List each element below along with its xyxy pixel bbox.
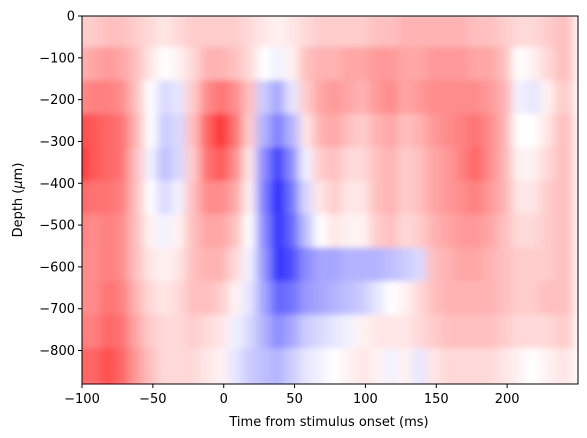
x-axis-label: Time from stimulus onset (ms) xyxy=(228,415,428,430)
heatmap-cell xyxy=(553,113,574,153)
x-tick-label: 150 xyxy=(424,392,449,407)
y-axis-label-prefix: Depth ( xyxy=(11,189,26,238)
y-axis-label: Depth (μm) xyxy=(11,163,26,238)
y-axis-label-unit: μ xyxy=(11,180,26,189)
heatmap-cell xyxy=(553,247,574,287)
x-tick-label: 100 xyxy=(353,392,378,407)
y-tick-label: −600 xyxy=(39,260,75,275)
heatmap-cell xyxy=(553,348,574,384)
y-axis: 0 −100 −200 −300 −400 −500 −600 −700 −800 xyxy=(39,10,82,359)
x-tick-label: −100 xyxy=(64,392,100,407)
heatmap-cell xyxy=(553,16,574,52)
y-tick-label: −300 xyxy=(39,135,75,150)
plot-frame xyxy=(81,15,579,385)
heatmap-cell xyxy=(553,281,574,320)
x-tick-label: 200 xyxy=(495,392,520,407)
heatmap-cell xyxy=(553,180,574,220)
heatmap-cell xyxy=(553,314,574,354)
y-tick-label: 0 xyxy=(67,10,75,25)
y-tick-label: −800 xyxy=(39,344,75,359)
x-tick-label: −50 xyxy=(139,392,166,407)
y-tick-label: −200 xyxy=(39,93,75,108)
y-tick-label: −100 xyxy=(39,51,75,66)
heatmap-cell xyxy=(553,46,574,86)
x-axis: −100 −50 0 50 100 150 200 xyxy=(64,384,520,407)
heatmap-cell xyxy=(553,80,574,119)
y-tick-label: −400 xyxy=(39,177,75,192)
y-tick-label: −500 xyxy=(39,219,75,234)
x-tick-label: 0 xyxy=(220,392,228,407)
heatmap-cell xyxy=(553,214,574,253)
y-axis-label-suffix: m) xyxy=(11,163,26,181)
y-tick-label: −700 xyxy=(39,302,75,317)
x-tick-label: 50 xyxy=(286,392,303,407)
heatmap-cells xyxy=(82,16,574,384)
heatmap-cell xyxy=(553,147,574,186)
